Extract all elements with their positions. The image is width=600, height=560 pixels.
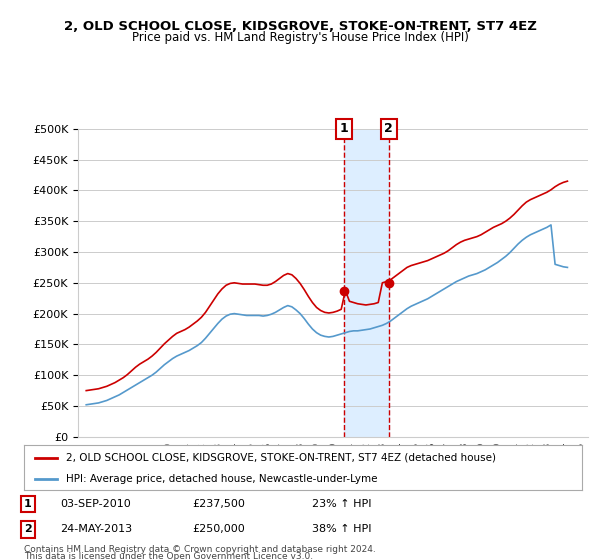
Text: 03-SEP-2010: 03-SEP-2010 (60, 499, 131, 509)
Text: 2: 2 (24, 524, 32, 534)
Text: Contains HM Land Registry data © Crown copyright and database right 2024.: Contains HM Land Registry data © Crown c… (24, 545, 376, 554)
Text: 2, OLD SCHOOL CLOSE, KIDSGROVE, STOKE-ON-TRENT, ST7 4EZ: 2, OLD SCHOOL CLOSE, KIDSGROVE, STOKE-ON… (64, 20, 536, 32)
Text: 24-MAY-2013: 24-MAY-2013 (60, 524, 132, 534)
Bar (344, 129, 389, 437)
Text: This data is licensed under the Open Government Licence v3.0.: This data is licensed under the Open Gov… (24, 552, 313, 560)
Text: 38% ↑ HPI: 38% ↑ HPI (312, 524, 371, 534)
Text: HPI: Average price, detached house, Newcastle-under-Lyme: HPI: Average price, detached house, Newc… (66, 474, 377, 484)
Text: 1: 1 (340, 122, 349, 136)
Text: Price paid vs. HM Land Registry's House Price Index (HPI): Price paid vs. HM Land Registry's House … (131, 31, 469, 44)
Text: 2: 2 (385, 122, 393, 136)
Text: 23% ↑ HPI: 23% ↑ HPI (312, 499, 371, 509)
Text: 2, OLD SCHOOL CLOSE, KIDSGROVE, STOKE-ON-TRENT, ST7 4EZ (detached house): 2, OLD SCHOOL CLOSE, KIDSGROVE, STOKE-ON… (66, 452, 496, 463)
Text: £237,500: £237,500 (192, 499, 245, 509)
Text: 1: 1 (24, 499, 32, 509)
Text: £250,000: £250,000 (192, 524, 245, 534)
